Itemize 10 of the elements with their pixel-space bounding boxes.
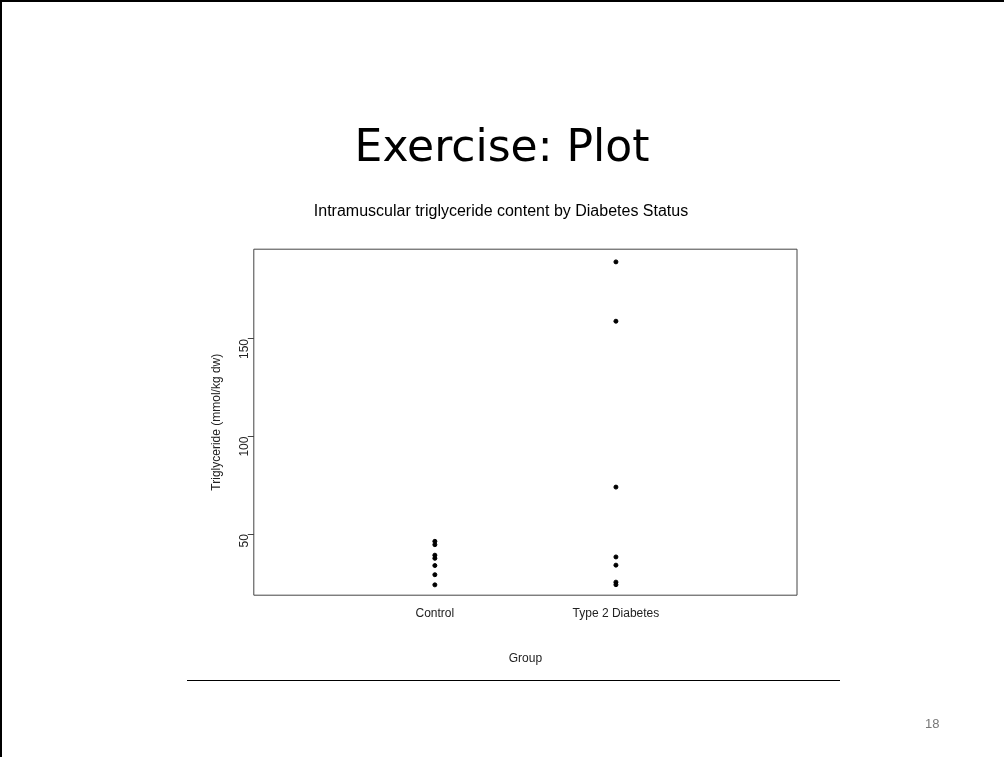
x-tick-label: Control <box>415 605 455 620</box>
y-tick-label: 150 <box>237 338 252 359</box>
y-axis-title: Triglyceride (mmol/kg dw) <box>208 353 223 491</box>
chart-subtitle: Intramuscular triglyceride content by Diabetes Status <box>313 202 689 220</box>
x-tick-label: Type 2 Diabetes <box>572 605 660 620</box>
chart-title: Exercise: Plot <box>353 120 651 171</box>
y-tick-label: 50 <box>237 533 252 548</box>
x-axis-title: Group <box>508 651 543 666</box>
y-tick-label: 100 <box>237 436 252 457</box>
text: 18 <box>925 716 940 731</box>
